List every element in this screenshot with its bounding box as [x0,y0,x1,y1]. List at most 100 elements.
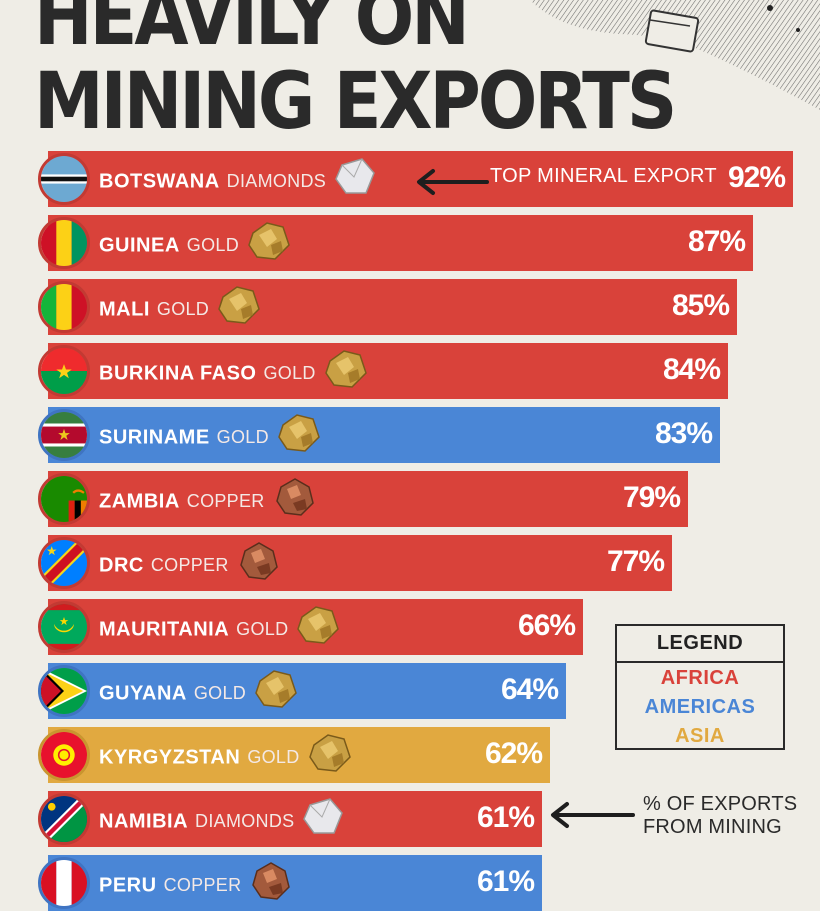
diamond-icon [332,155,378,197]
gold-nugget-icon [245,219,291,261]
mineral-name: COPPER [150,555,229,576]
value-label: 61% [476,865,535,898]
country-name: SURINAME [99,426,210,449]
gold-nugget-icon [294,603,340,645]
gold-nugget-icon [215,283,261,325]
mineral-name: GOLD [156,299,210,320]
gold-nugget-icon [252,667,298,709]
legend-divider [617,661,783,663]
mineral-name: DIAMONDS [226,171,327,192]
mineral-name: GOLD [193,683,247,704]
namibia-flag-icon [38,793,90,845]
copper-ore-icon [271,475,317,517]
peru-flag-icon [38,857,90,909]
zambia-flag-icon [38,473,90,525]
bar [48,535,672,591]
country-label: NAMIBIA DIAMONDS [99,798,346,837]
bar [48,343,728,399]
country-label: DRC COPPER [99,542,281,581]
country-label: KYRGYZSTAN GOLD [99,734,352,773]
bar [48,215,753,271]
country-label: GUINEA GOLD [99,222,291,261]
country-label: MAURITANIA GOLD [99,606,340,645]
country-name: BOTSWANA [99,170,220,193]
country-label: BURKINA FASO GOLD [99,350,368,389]
top-mineral-annotation: TOP MINERAL EXPORT [490,165,717,187]
bar-row-zambia: ZAMBIA COPPER 79% [38,471,688,527]
bar [48,279,737,335]
value-label: 83% [654,417,713,450]
value-label: 79% [622,481,681,514]
arrow-left-icon [417,169,489,195]
bar [48,407,720,463]
bar [48,663,566,719]
diamond-icon [300,795,346,837]
gold-nugget-icon [306,731,352,773]
country-name: GUINEA [99,234,180,257]
country-label: GUYANA GOLD [99,670,298,709]
bar-row-namibia: NAMIBIA DIAMONDS 61% [38,791,542,847]
country-label: ZAMBIA COPPER [99,478,317,517]
copper-ore-icon [235,539,281,581]
value-label: 84% [662,353,721,386]
value-label: 92% [727,161,786,194]
country-label: BOTSWANA DIAMONDS [99,158,378,197]
bar [48,471,688,527]
bar-row-kyrgyzstan: KYRGYZSTAN GOLD 62% [38,727,550,783]
mineral-name: GOLD [263,363,316,384]
bar-row-guinea: GUINEA GOLD 87% [38,215,753,271]
country-label: MALI GOLD [99,286,261,325]
value-label: 87% [687,225,746,258]
legend-title: LEGEND [656,632,744,654]
legend-item-americas: AMERICAS [644,696,756,718]
bar [48,791,542,847]
legend-item-africa: AFRICA [660,667,740,689]
bar-row-burkina-faso: BURKINA FASO GOLD 84% [38,343,728,399]
country-label: PERU COPPER [99,862,293,901]
value-label: 85% [671,289,730,322]
gold-nugget-icon [275,411,321,453]
burkina-faso-flag-icon [38,345,90,397]
hand-illustration-icon [530,0,820,110]
arrow-left-icon [551,802,635,828]
country-name: KYRGYZSTAN [99,746,241,769]
percent-annotation-line2: FROM MINING [643,816,782,838]
gold-nugget-icon [322,347,368,389]
legend-item-asia: ASIA [675,725,725,747]
country-name: MALI [99,298,150,321]
page-title-line1: HEAVILY ON [34,0,470,64]
country-name: ZAMBIA [99,490,180,513]
mineral-name: GOLD [247,747,300,768]
mauritania-flag-icon [38,601,90,653]
percent-annotation: % OF EXPORTS FROM MINING [643,793,797,839]
country-name: MAURITANIA [99,618,230,641]
copper-ore-icon [247,859,293,901]
country-name: GUYANA [99,682,187,705]
bar-row-guyana: GUYANA GOLD 64% [38,663,566,719]
value-label: 62% [484,737,543,770]
bar-row-mali: MALI GOLD 85% [38,279,737,335]
country-name: PERU [99,874,157,897]
bar-row-drc: DRC COPPER 77% [38,535,672,591]
country-name: BURKINA FASO [99,362,257,385]
drc-flag-icon [38,537,90,589]
mineral-name: GOLD [216,427,269,448]
page-title-line2: MINING EXPORTS [34,55,677,148]
bar-row-suriname: SURINAME GOLD 83% [38,407,720,463]
value-label: 61% [476,801,535,834]
bar-row-peru: PERU COPPER 61% [38,855,542,911]
bar-row-mauritania: MAURITANIA GOLD 66% [38,599,583,655]
mineral-name: COPPER [186,491,265,512]
botswana-flag-icon [38,153,90,205]
suriname-flag-icon [38,409,90,461]
mineral-name: GOLD [236,619,289,640]
kyrgyzstan-flag-icon [38,729,90,781]
guyana-flag-icon [38,665,90,717]
mali-flag-icon [38,281,90,333]
country-label: SURINAME GOLD [99,414,321,453]
mineral-name: DIAMONDS [195,811,295,832]
mineral-name: GOLD [186,235,240,256]
mineral-name: COPPER [163,875,242,896]
legend-box: LEGEND AFRICA AMERICAS ASIA [615,624,785,750]
value-label: 64% [500,673,559,706]
